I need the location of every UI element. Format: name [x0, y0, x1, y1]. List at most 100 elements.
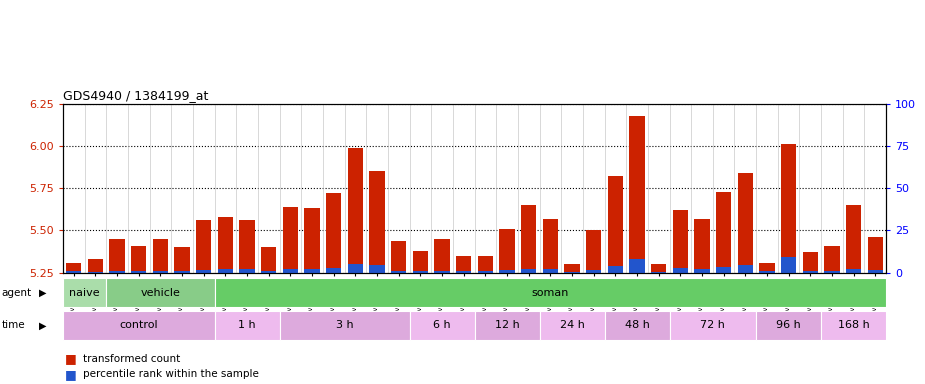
Bar — [716, 266, 732, 273]
Bar — [781, 144, 796, 273]
Text: agent: agent — [2, 288, 32, 298]
Bar — [629, 116, 645, 273]
Text: 48 h: 48 h — [624, 320, 649, 331]
Bar — [109, 271, 125, 273]
Bar — [539, 311, 605, 340]
Bar — [803, 252, 818, 273]
Bar — [670, 311, 756, 340]
Bar — [824, 246, 840, 273]
Bar — [217, 217, 233, 273]
Text: ■: ■ — [65, 368, 77, 381]
Bar — [456, 256, 471, 273]
Bar — [348, 147, 363, 273]
Bar — [564, 264, 580, 273]
Bar — [196, 270, 211, 273]
Bar — [175, 271, 190, 273]
Bar — [196, 220, 211, 273]
Bar — [868, 237, 882, 273]
Bar — [605, 311, 670, 340]
Bar — [240, 220, 254, 273]
Bar — [131, 271, 146, 273]
Bar — [759, 271, 774, 273]
Bar — [756, 311, 821, 340]
Bar — [106, 278, 215, 308]
Bar — [475, 311, 539, 340]
Bar — [543, 218, 558, 273]
Bar — [629, 260, 645, 273]
Bar — [821, 311, 886, 340]
Text: ▶: ▶ — [39, 288, 46, 298]
Text: ▶: ▶ — [39, 320, 46, 331]
Bar — [131, 246, 146, 273]
Text: 72 h: 72 h — [700, 320, 725, 331]
Text: 96 h: 96 h — [776, 320, 801, 331]
Bar — [478, 271, 493, 273]
Bar — [543, 269, 558, 273]
Bar — [435, 239, 450, 273]
Bar — [304, 269, 320, 273]
Bar — [521, 205, 536, 273]
Bar — [391, 240, 406, 273]
Bar — [478, 256, 493, 273]
Bar — [586, 230, 601, 273]
Bar — [738, 173, 753, 273]
Bar — [521, 268, 536, 273]
Bar — [564, 271, 580, 273]
Bar — [781, 257, 796, 273]
Bar — [348, 263, 363, 273]
Bar — [672, 210, 688, 273]
Bar — [88, 259, 103, 273]
Bar — [803, 271, 818, 273]
Bar — [500, 270, 514, 273]
Bar — [283, 207, 298, 273]
Bar — [327, 193, 341, 273]
Bar — [215, 278, 886, 308]
Bar — [153, 239, 168, 273]
Text: 168 h: 168 h — [838, 320, 870, 331]
Bar — [846, 268, 861, 273]
Bar — [369, 171, 385, 273]
Bar — [67, 271, 81, 273]
Bar — [695, 269, 709, 273]
Text: naive: naive — [69, 288, 100, 298]
Bar — [651, 264, 666, 273]
Bar — [759, 263, 774, 273]
Text: ■: ■ — [65, 353, 77, 366]
Bar — [608, 266, 623, 273]
Bar — [500, 229, 514, 273]
Text: vehicle: vehicle — [141, 288, 180, 298]
Bar — [413, 271, 428, 273]
Bar — [283, 269, 298, 273]
Bar — [240, 269, 254, 273]
Text: 3 h: 3 h — [336, 320, 353, 331]
Text: control: control — [119, 320, 158, 331]
Bar — [67, 263, 81, 273]
Bar — [413, 251, 428, 273]
Bar — [410, 311, 475, 340]
Bar — [304, 209, 320, 273]
Bar — [261, 247, 277, 273]
Bar — [153, 271, 168, 273]
Text: transformed count: transformed count — [83, 354, 180, 364]
Bar — [175, 247, 190, 273]
Bar — [63, 311, 215, 340]
Bar — [738, 265, 753, 273]
Text: time: time — [2, 320, 26, 331]
Text: 24 h: 24 h — [560, 320, 585, 331]
Bar — [868, 270, 882, 273]
Bar — [672, 268, 688, 273]
Bar — [391, 271, 406, 273]
Text: percentile rank within the sample: percentile rank within the sample — [83, 369, 259, 379]
Bar — [261, 271, 277, 273]
Text: 6 h: 6 h — [433, 320, 450, 331]
Bar — [63, 278, 106, 308]
Bar — [716, 192, 732, 273]
Bar — [109, 239, 125, 273]
Bar — [279, 311, 410, 340]
Bar — [824, 271, 840, 273]
Text: soman: soman — [532, 288, 569, 298]
Bar — [456, 271, 471, 273]
Bar — [435, 271, 450, 273]
Bar — [608, 176, 623, 273]
Text: GDS4940 / 1384199_at: GDS4940 / 1384199_at — [63, 89, 208, 102]
